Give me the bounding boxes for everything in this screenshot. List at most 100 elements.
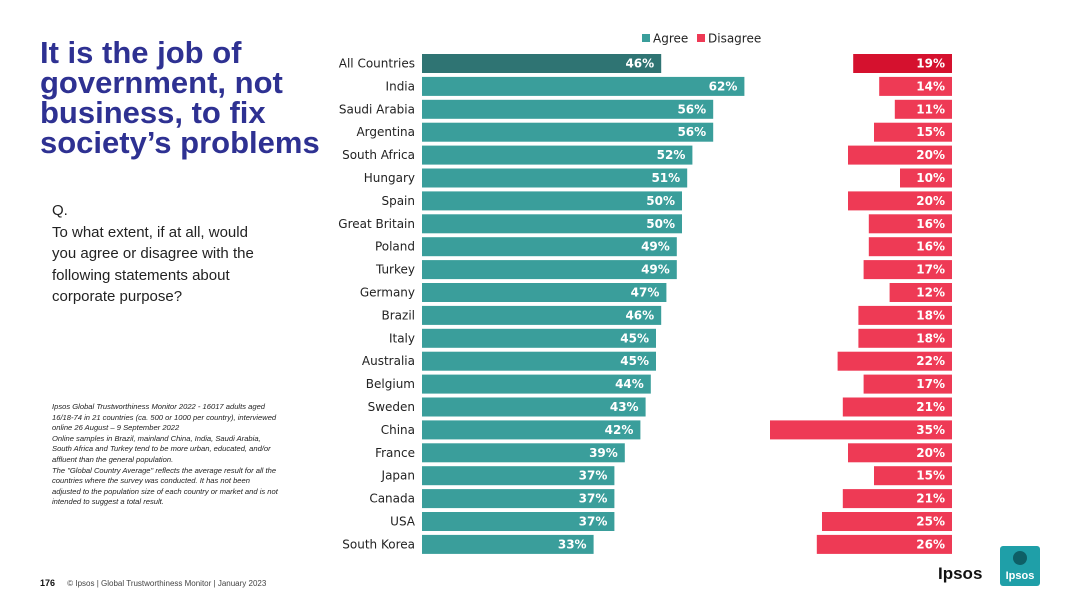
question-line: following statements about xyxy=(52,266,230,284)
disagree-bar xyxy=(879,76,952,96)
disagree-value-label: 20% xyxy=(916,446,945,460)
country-label: China xyxy=(381,423,415,437)
question-label: Q. xyxy=(52,202,68,219)
agree-bar xyxy=(422,214,682,234)
country-label: All Countries xyxy=(339,57,415,71)
logo-text: Ipsos xyxy=(1006,570,1035,582)
agree-value-label: 52% xyxy=(657,148,686,162)
agree-value-label: 50% xyxy=(646,217,675,231)
note-line: affluent than the general population. xyxy=(52,454,174,464)
disagree-bar xyxy=(863,374,952,394)
agree-value-label: 43% xyxy=(610,400,639,414)
agree-bar xyxy=(422,489,615,509)
survey-question: Q. To what extent, if at all, would you … xyxy=(52,200,292,308)
agree-value-label: 46% xyxy=(625,57,654,71)
country-label: Brazil xyxy=(382,308,416,322)
disagree-bar xyxy=(868,214,952,234)
disagree-value-label: 25% xyxy=(916,515,945,529)
agree-bar xyxy=(422,191,682,211)
title-line: government, not xyxy=(40,65,283,100)
country-label: Australia xyxy=(362,354,415,368)
disagree-bar xyxy=(770,420,952,440)
ipsos-wordmark: Ipsos xyxy=(938,564,983,583)
disagree-bar xyxy=(863,260,952,280)
agree-bar xyxy=(422,260,677,280)
note-line: The "Global Country Average" reflects th… xyxy=(52,465,277,475)
disagree-bar xyxy=(858,328,952,348)
agree-bar xyxy=(422,145,693,165)
agree-bar xyxy=(422,374,651,394)
agree-value-label: 33% xyxy=(558,537,587,551)
disagree-bar xyxy=(868,237,952,257)
country-label: Canada xyxy=(369,492,415,506)
country-label: Belgium xyxy=(366,377,415,391)
disagree-value-label: 16% xyxy=(916,217,945,231)
disagree-bar xyxy=(848,443,952,463)
disagree-value-label: 17% xyxy=(916,263,945,277)
country-label: Saudi Arabia xyxy=(339,102,415,116)
ipsos-logo-icon: Ipsos xyxy=(1000,546,1040,586)
disagree-value-label: 19% xyxy=(916,57,945,71)
country-label: Sweden xyxy=(368,400,415,414)
note-line: Ipsos Global Trustworthiness Monitor 202… xyxy=(52,402,266,411)
agree-value-label: 44% xyxy=(615,377,644,391)
disagree-bar xyxy=(848,191,952,211)
country-label: Great Britain xyxy=(338,217,415,231)
country-label: Hungary xyxy=(364,171,415,185)
country-label: South Korea xyxy=(342,537,415,551)
agree-bar xyxy=(422,328,656,348)
agree-value-label: 45% xyxy=(620,331,649,345)
country-label: Argentina xyxy=(356,125,415,139)
title-line: business, to fix xyxy=(40,95,266,130)
country-label: India xyxy=(386,79,415,93)
logo-background xyxy=(1000,546,1040,586)
disagree-value-label: 21% xyxy=(916,492,945,506)
disagree-value-label: 12% xyxy=(916,286,945,300)
disagree-value-label: 15% xyxy=(916,125,945,139)
note-line: adjusted to the population size of each … xyxy=(52,486,278,496)
agree-bar xyxy=(422,397,646,417)
agree-value-label: 42% xyxy=(605,423,634,437)
agree-value-label: 62% xyxy=(709,79,738,93)
country-label: Italy xyxy=(389,331,415,345)
disagree-bar xyxy=(816,534,952,554)
legend-swatch-agree xyxy=(642,34,650,42)
legend-label-disagree: Disagree xyxy=(708,32,761,46)
disagree-value-label: 18% xyxy=(916,308,945,322)
country-label: Germany xyxy=(360,286,415,300)
agree-bar xyxy=(422,168,688,188)
agree-value-label: 50% xyxy=(646,194,675,208)
disagree-value-label: 22% xyxy=(916,354,945,368)
agree-value-label: 46% xyxy=(625,308,654,322)
disagree-value-label: 17% xyxy=(916,377,945,391)
country-label: Japan xyxy=(381,469,415,483)
legend-label-agree: Agree xyxy=(653,32,688,46)
agree-bar xyxy=(422,283,667,302)
question-line: To what extent, if at all, would xyxy=(52,223,248,241)
disagree-value-label: 20% xyxy=(916,194,945,208)
disagree-bar xyxy=(837,351,952,371)
note-line: 16/18-74 in 21 countries (ca. 500 or 100… xyxy=(52,412,277,422)
agree-value-label: 56% xyxy=(677,102,706,116)
disagree-value-label: 16% xyxy=(916,240,945,254)
agree-value-label: 49% xyxy=(641,263,670,277)
note-line: South Africa and Turkey tend to be more … xyxy=(52,444,271,454)
note-line: countries where the survey was conducted… xyxy=(52,476,250,486)
agree-value-label: 37% xyxy=(579,515,608,529)
agree-bar xyxy=(422,305,662,325)
page-title: It is the job of government, not busines… xyxy=(40,37,340,158)
disagree-value-label: 35% xyxy=(916,423,945,437)
note-line: Online samples in Brazil, mainland China… xyxy=(52,433,261,443)
agree-bar xyxy=(422,512,615,531)
agree-bar xyxy=(422,534,594,554)
country-label: Turkey xyxy=(375,263,415,277)
disagree-bar xyxy=(842,489,952,509)
agree-value-label: 37% xyxy=(579,469,608,483)
agree-value-label: 37% xyxy=(579,492,608,506)
disagree-value-label: 21% xyxy=(916,400,945,414)
agree-value-label: 45% xyxy=(620,354,649,368)
disagree-bar xyxy=(842,397,952,417)
disagree-bar xyxy=(853,54,952,73)
note-line: online 26 August – 9 September 2022 xyxy=(52,423,180,433)
